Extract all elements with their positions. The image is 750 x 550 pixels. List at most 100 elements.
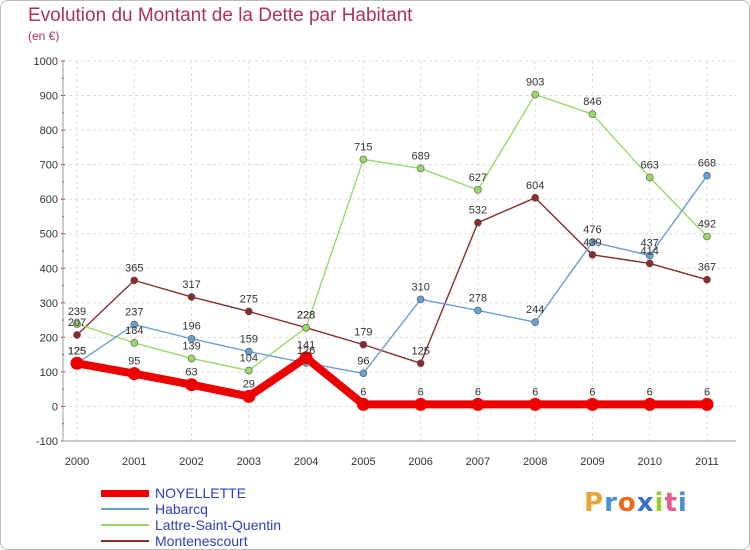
y-tick-label: 1000	[34, 56, 58, 68]
data-label: 6	[360, 386, 366, 398]
legend-label: Lattre-Saint-Quentin	[155, 517, 282, 533]
data-point	[531, 194, 539, 202]
legend-label: NOYELLETTE	[155, 485, 247, 501]
data-point	[588, 251, 597, 259]
data-label: 207	[68, 317, 86, 329]
data-point	[474, 218, 482, 227]
data-point	[187, 334, 196, 343]
x-tick-label: 2005	[351, 456, 375, 468]
data-label: 6	[589, 386, 595, 398]
data-point	[588, 238, 597, 246]
logo-letter: i	[654, 488, 665, 518]
y-tick-label: -100	[36, 436, 58, 448]
data-label: 141	[297, 340, 315, 352]
data-point	[531, 90, 539, 99]
data-point	[299, 351, 313, 365]
data-label: 310	[411, 281, 429, 293]
series-line-noyellette	[73, 353, 711, 409]
data-label: 6	[532, 386, 538, 398]
data-label: 196	[182, 321, 200, 333]
data-point	[70, 356, 84, 370]
data-label: 437	[641, 237, 659, 249]
data-label: 239	[68, 306, 86, 318]
y-tick-label: 600	[40, 194, 58, 206]
data-label: 228	[297, 310, 315, 322]
data-label: 125	[411, 345, 429, 357]
data-point	[245, 347, 253, 356]
data-label: 439	[583, 237, 601, 249]
data-label: 532	[469, 205, 487, 217]
data-label: 317	[182, 279, 200, 291]
data-label: 96	[357, 355, 369, 367]
logo-letter: i	[677, 488, 688, 518]
data-label: 903	[526, 77, 544, 89]
data-point	[531, 318, 539, 326]
data-point	[416, 164, 425, 173]
data-point	[471, 397, 485, 411]
y-tick-label: 800	[40, 125, 58, 137]
y-tick-label: 500	[40, 229, 58, 241]
x-tick-label: 2004	[294, 456, 318, 468]
x-tick-label: 2009	[580, 456, 604, 468]
legend-swatch	[101, 508, 149, 510]
data-point	[645, 173, 654, 182]
legend-label: Montenescourt	[155, 533, 248, 549]
data-label: 414	[641, 245, 659, 257]
logo-letter: x	[636, 488, 655, 518]
data-label: 95	[128, 356, 140, 368]
data-label: 6	[647, 386, 653, 398]
data-point	[528, 397, 542, 411]
plot-area	[63, 61, 736, 441]
x-tick-label: 2002	[179, 456, 203, 468]
data-point	[73, 331, 81, 339]
data-label: 125	[68, 345, 86, 357]
proxiti-logo: Proxiti	[584, 488, 688, 518]
data-label: 6	[475, 386, 481, 398]
legend-swatch	[101, 490, 149, 497]
data-point	[703, 232, 711, 241]
y-tick-label: 200	[40, 332, 58, 344]
data-point	[588, 110, 597, 118]
y-tick-label: 700	[40, 160, 58, 172]
x-tick-label: 2000	[65, 456, 89, 468]
series-line-habarcq	[76, 174, 708, 374]
data-point	[643, 397, 657, 411]
series-line-montenescourt	[76, 197, 708, 364]
data-point	[585, 397, 599, 411]
data-label: 278	[469, 292, 487, 304]
data-label: 627	[469, 172, 487, 184]
data-point	[414, 397, 428, 411]
data-point	[187, 293, 196, 301]
data-point	[700, 397, 714, 411]
data-point	[474, 306, 482, 315]
data-point	[645, 251, 654, 260]
data-label: 244	[526, 304, 544, 316]
logo-letter: t	[664, 488, 678, 518]
data-label: 668	[698, 158, 716, 170]
legend-swatch	[101, 540, 149, 542]
data-point	[245, 307, 253, 316]
data-label: 365	[125, 262, 143, 274]
y-tick-label: 400	[40, 263, 58, 275]
data-point	[703, 171, 711, 180]
data-label: 476	[583, 224, 601, 236]
data-label: 125	[68, 345, 86, 357]
data-point	[245, 366, 253, 375]
chart-title: Evolution du Montant de la Dette par Hab…	[28, 5, 413, 26]
data-label: 846	[583, 96, 601, 108]
data-point	[242, 389, 256, 403]
logo-letter: r	[604, 488, 618, 518]
data-label: 184	[125, 325, 143, 337]
data-label: 104	[240, 353, 258, 365]
data-point	[127, 367, 141, 381]
data-point	[130, 320, 139, 329]
data-label: 6	[418, 386, 424, 398]
y-tick-label: 100	[40, 367, 58, 379]
data-label: 63	[185, 367, 197, 379]
x-tick-label: 2010	[637, 456, 661, 468]
data-point	[356, 397, 370, 411]
data-label: 663	[641, 159, 659, 171]
data-label: 275	[240, 293, 258, 305]
legend-swatch	[101, 524, 149, 526]
legend-label: Habarcq	[155, 501, 208, 517]
